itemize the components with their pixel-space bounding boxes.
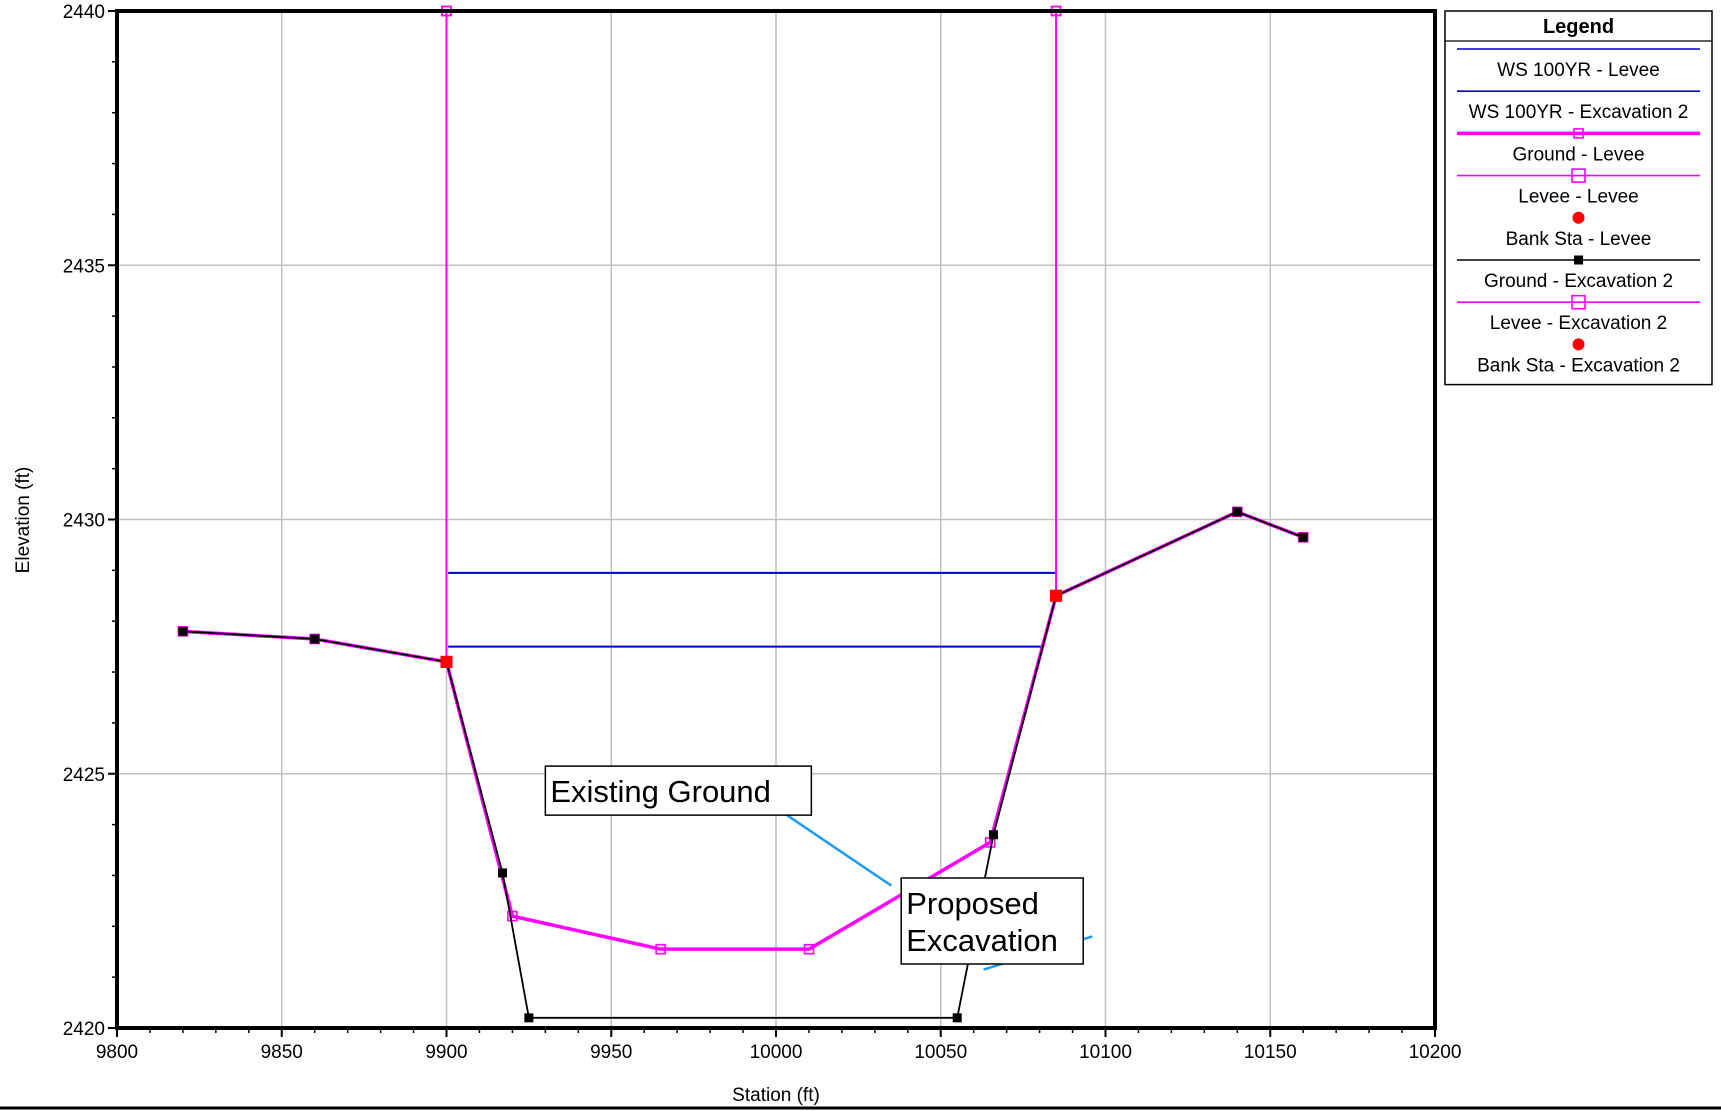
annotation-box: [900, 877, 1084, 965]
legend: Legend WS 100YR - Levee WS 100YR - Excavat…: [1444, 10, 1713, 386]
x-tick-label: 10000: [750, 1042, 803, 1063]
ground-excavation-2-point: [524, 1013, 534, 1023]
annotation-text: Existing Ground: [550, 774, 771, 809]
legend-marker-levee-excavation-2: [1571, 294, 1586, 310]
axes: 9800 9850 9900 9950 10000 10050 10100 10150 1020…: [63, 2, 1462, 1063]
legend-marker-bank-sta-levee: [1572, 211, 1585, 224]
legend-title: Legend: [1543, 16, 1614, 38]
legend-entry-label: Levee - Excavation 2: [1490, 313, 1667, 334]
y-tick-label: 2435: [63, 256, 105, 277]
ground-excavation-2-point: [310, 634, 320, 644]
annotation-text: Proposed: [906, 886, 1039, 921]
legend-entry-label: Bank Sta - Excavation 2: [1477, 355, 1680, 376]
legend-entry-label: WS 100YR - Excavation 2: [1469, 102, 1689, 123]
y-axis-title: Elevation (ft): [13, 467, 34, 574]
y-tick-label: 2420: [63, 1019, 105, 1040]
ground-excavation-2-point: [952, 1013, 962, 1023]
legend-entry-label: Bank Sta - Levee: [1506, 229, 1652, 250]
legend-marker-levee-levee: [1571, 168, 1586, 183]
legend-entry-label: Ground - Levee: [1512, 144, 1644, 165]
annotation-pointer: [785, 813, 893, 887]
ground-excavation-2-point: [498, 868, 508, 878]
bank-sta-excavation-2-point: [1050, 589, 1063, 602]
ground-levee-point: [803, 943, 815, 955]
x-tick-label: 10200: [1409, 1042, 1462, 1063]
x-tick-label: 9800: [96, 1042, 138, 1063]
bank-sta-excavation-2-point: [440, 655, 453, 668]
x-tick-label: 10050: [914, 1042, 967, 1063]
legend-marker-ground-excavation-2: [1574, 255, 1583, 265]
annotation-box: [544, 765, 813, 816]
ground-excavation-2-point: [178, 626, 188, 636]
legend-entry-label: Ground - Excavation 2: [1484, 271, 1673, 292]
plot-series: [177, 5, 1309, 1023]
ground-excavation-2-point: [1232, 507, 1242, 517]
legend-box: [1444, 10, 1713, 386]
ground-excavation-2-point: [1298, 532, 1308, 542]
x-tick-label: 9850: [261, 1042, 303, 1063]
ground-levee-point: [655, 943, 666, 955]
x-tick-label: 10100: [1079, 1042, 1132, 1063]
x-tick-label: 9900: [425, 1042, 467, 1063]
y-tick-label: 2425: [63, 765, 105, 786]
x-tick-label: 10150: [1244, 1042, 1297, 1063]
x-tick-label: 9950: [590, 1042, 632, 1063]
x-axis-title: Station (ft): [732, 1085, 820, 1106]
y-tick-label: 2440: [63, 2, 105, 23]
ground-excavation-2-line: [182, 510, 1304, 1019]
ground-levee-point: [507, 910, 518, 922]
legend-marker-ground-levee: [1573, 128, 1584, 139]
y-tick-label: 2430: [63, 511, 105, 532]
ground-excavation-2-point: [988, 830, 998, 840]
legend-entry-label: Levee - Levee: [1518, 187, 1638, 208]
annotation-text: Excavation: [906, 923, 1058, 958]
legend-entry-label: WS 100YR - Levee: [1497, 60, 1660, 81]
legend-marker-bank-sta-excavation-2: [1572, 338, 1585, 351]
